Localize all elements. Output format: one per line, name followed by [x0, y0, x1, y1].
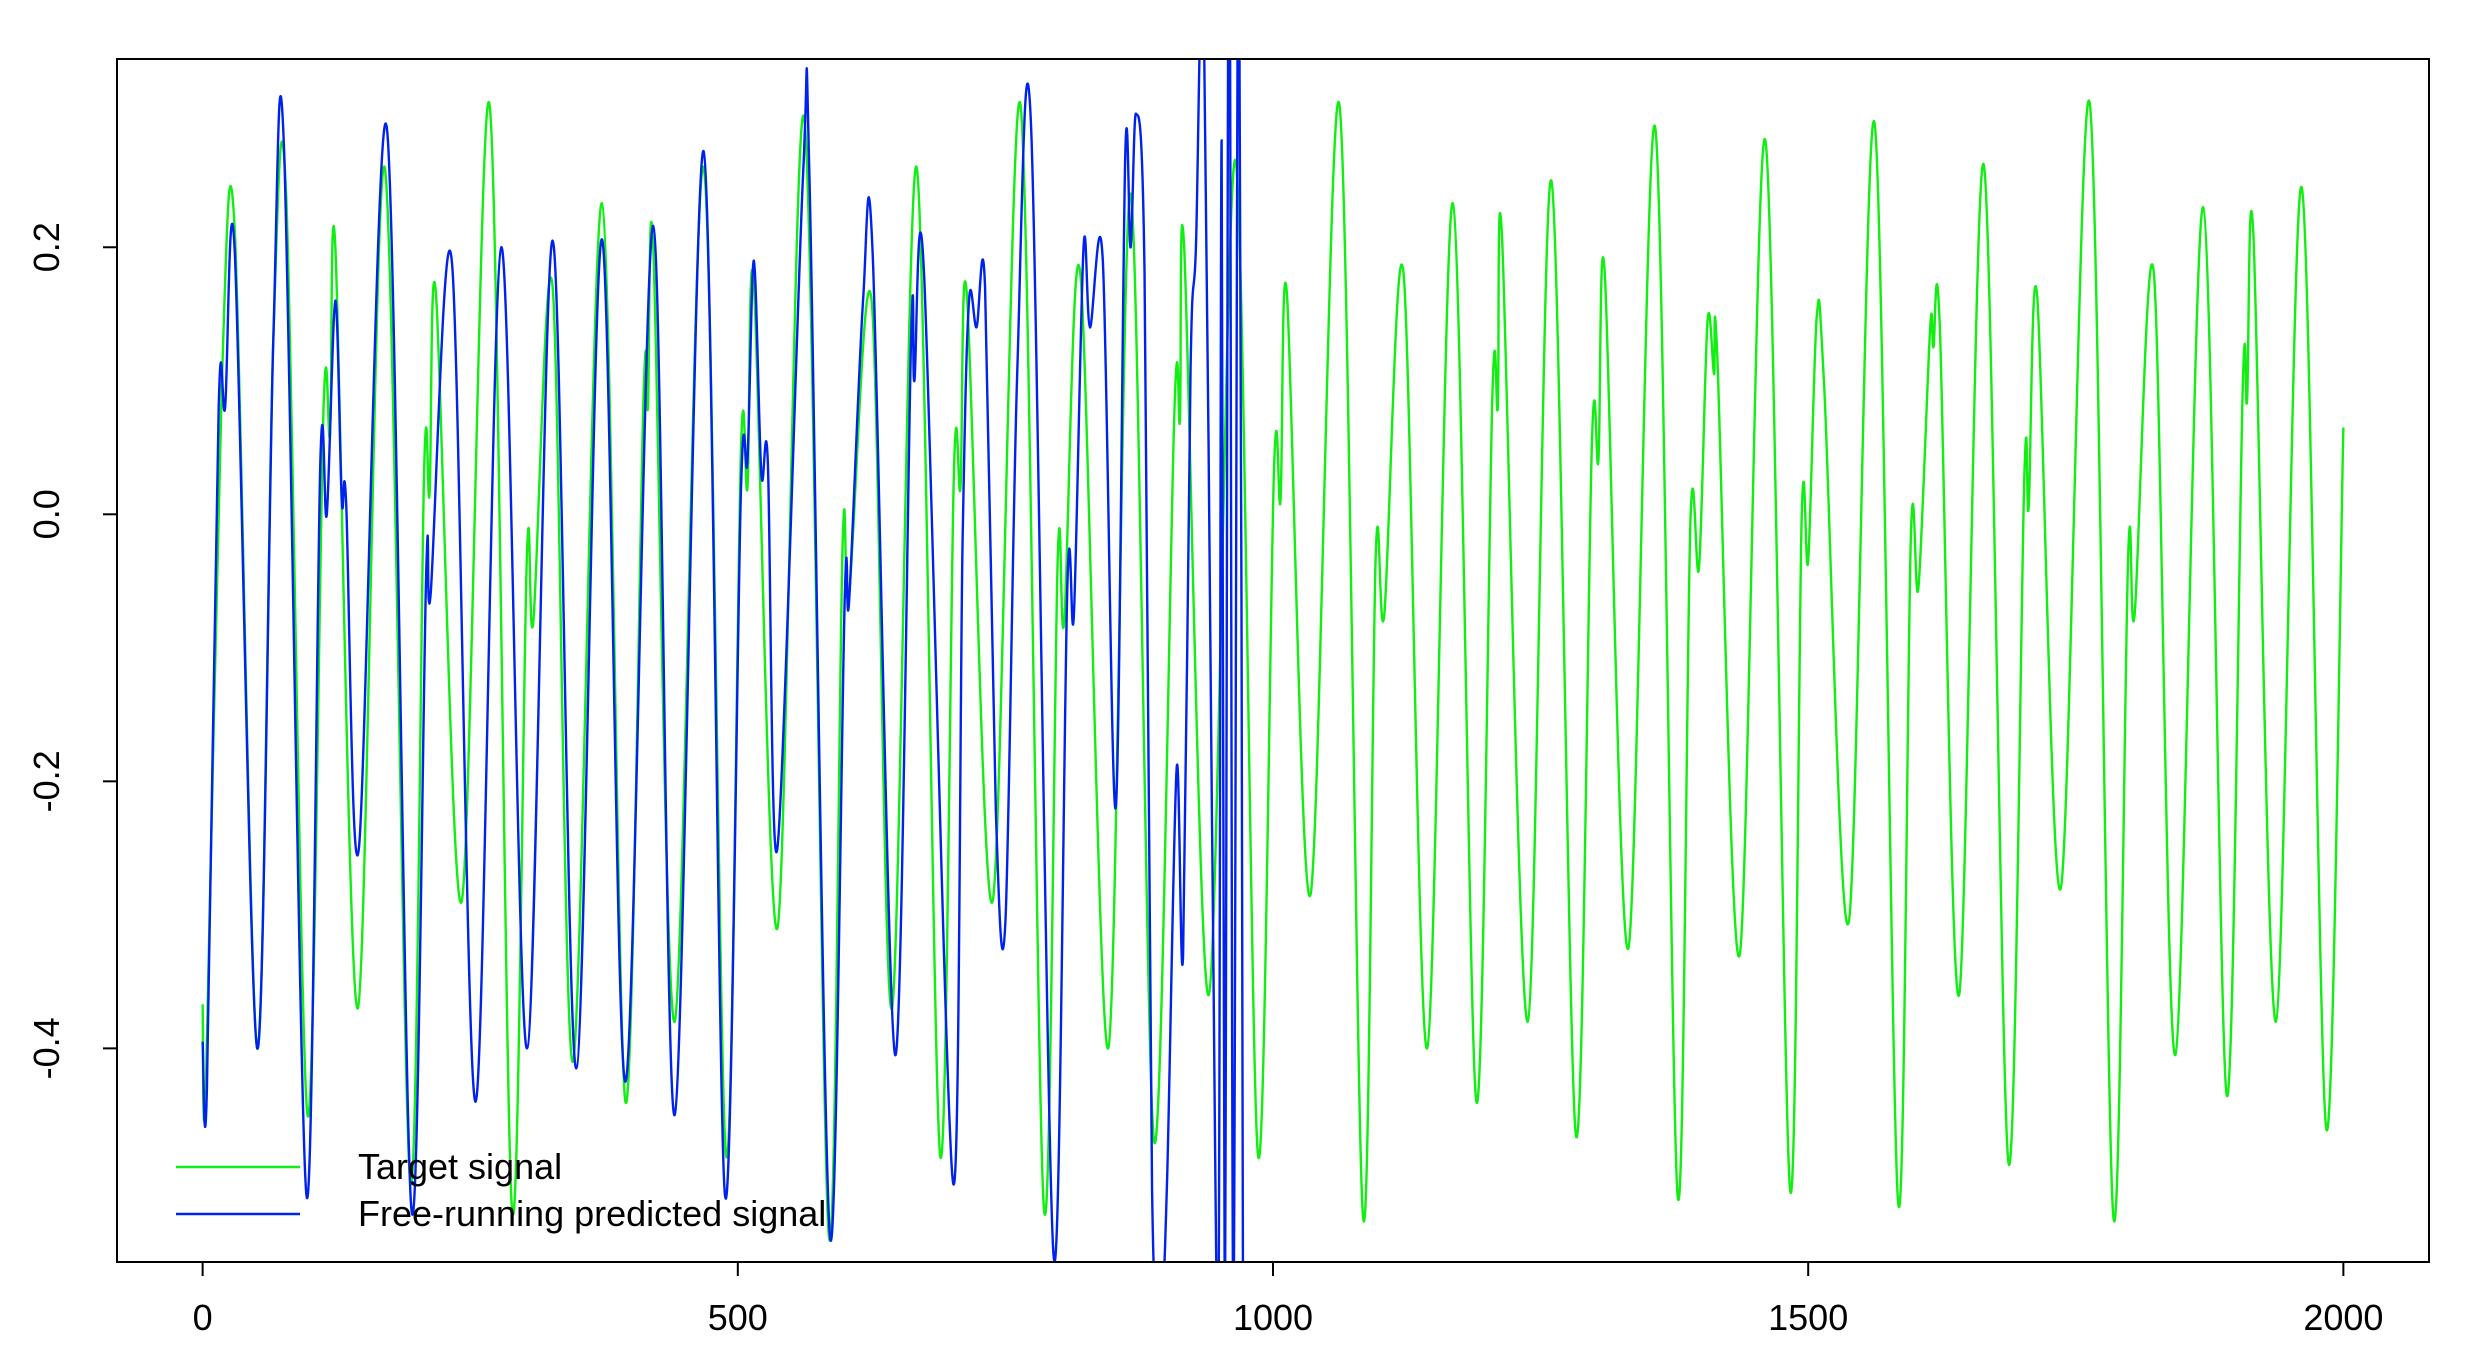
- legend-label: Free-running predicted signal: [358, 1193, 826, 1234]
- x-tick-label: 500: [708, 1297, 768, 1338]
- x-tick-label: 2000: [2303, 1297, 2383, 1338]
- plot-lines: [201, 59, 2345, 1262]
- y-tick-label: 0.2: [26, 222, 67, 272]
- y-tick-label: -0.4: [26, 1017, 67, 1079]
- y-tick-label: -0.2: [26, 750, 67, 812]
- x-tick-label: 1500: [1768, 1297, 1848, 1338]
- y-tick-label: 0.0: [26, 489, 67, 539]
- series-line: [201, 99, 2345, 1242]
- series-line: [201, 59, 1245, 1262]
- x-tick-label: 0: [193, 1297, 213, 1338]
- x-tick-label: 1000: [1233, 1297, 1313, 1338]
- legend-label: Target signal: [358, 1146, 562, 1187]
